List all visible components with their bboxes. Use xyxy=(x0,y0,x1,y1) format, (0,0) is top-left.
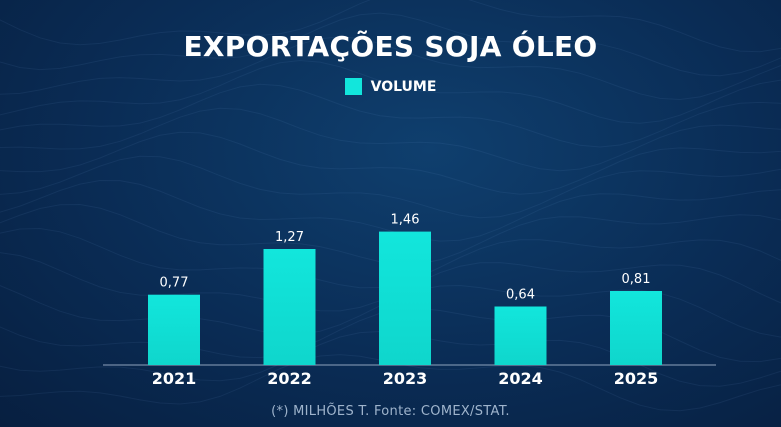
x-tick-label-2021: 2021 xyxy=(152,369,197,388)
bar-2025 xyxy=(610,291,662,365)
bar-2022 xyxy=(263,249,316,365)
x-tick-label-2022: 2022 xyxy=(267,369,312,388)
background-wave-line xyxy=(0,36,781,101)
background-wave-line xyxy=(0,179,781,242)
data-label-2022: 1,27 xyxy=(275,230,304,245)
bar-2021 xyxy=(148,294,200,365)
data-label-2023: 1,46 xyxy=(391,213,420,228)
data-label-2024: 0,64 xyxy=(506,288,535,303)
x-tick-label-2023: 2023 xyxy=(383,369,428,388)
data-label-2021: 0,77 xyxy=(160,276,189,291)
background-wave-line xyxy=(0,131,781,195)
data-label-2025: 0,81 xyxy=(622,272,651,287)
bar-2023 xyxy=(379,231,431,365)
legend: VOLUME xyxy=(0,78,781,95)
background-wave-line xyxy=(0,0,781,53)
legend-swatch-volume xyxy=(344,78,362,95)
background-wave-line xyxy=(0,12,781,77)
background-wave-line xyxy=(0,155,781,219)
bar-2024 xyxy=(494,306,547,365)
chart-title: EXPORTAÇÕES SOJA ÓLEO xyxy=(183,30,598,63)
footnote: (*) MILHÕES T. Fonte: COMEX/STAT. xyxy=(271,404,510,419)
x-tick-label-2024: 2024 xyxy=(498,369,543,388)
legend-label-volume: VOLUME xyxy=(370,78,437,95)
background-wave-line xyxy=(0,83,781,148)
x-tick-label-2025: 2025 xyxy=(614,369,659,388)
background-wave-line xyxy=(0,59,781,124)
background-wave-line xyxy=(0,107,781,172)
